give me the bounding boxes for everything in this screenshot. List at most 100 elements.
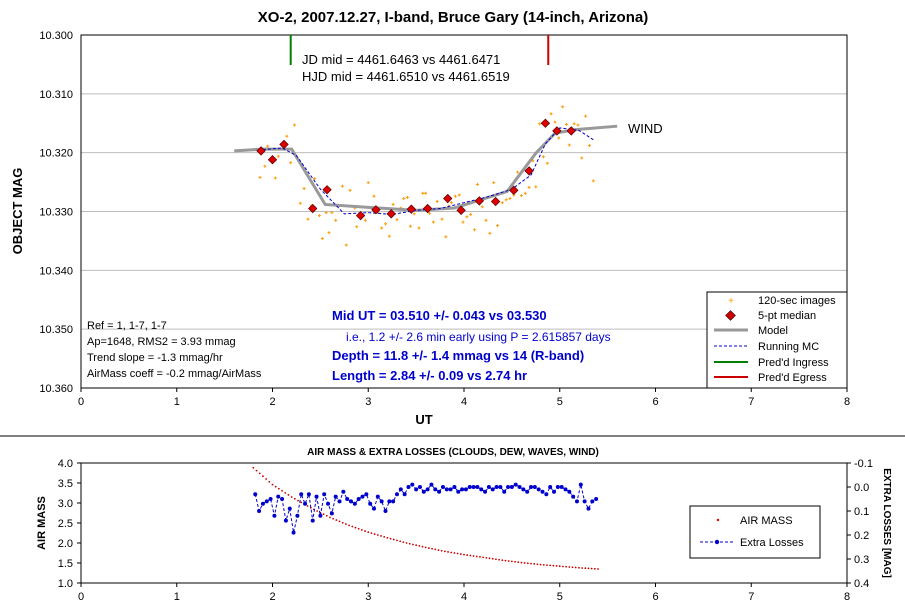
airmass-point [485, 556, 488, 559]
airmass-point [514, 560, 516, 563]
image-point [465, 215, 469, 219]
airmass-point [335, 519, 338, 521]
airmass-point [354, 526, 357, 529]
airmass-point [332, 517, 335, 520]
airmass-point [277, 487, 280, 490]
airmass-point [396, 539, 398, 542]
airmass-point [450, 551, 453, 554]
extra-losses-point [310, 518, 315, 523]
airmass-point [517, 561, 520, 564]
image-point [473, 228, 477, 232]
airmass-point [431, 547, 433, 550]
y-tick-label: 10.330 [39, 207, 73, 219]
airmass-point [412, 543, 414, 546]
image-point [363, 218, 367, 222]
image-point [545, 161, 549, 165]
airmass-point [536, 563, 539, 566]
depth-annotation: Depth = 11.8 +/- 1.4 mmag vs 14 (R-band) [332, 348, 584, 363]
median-point [279, 139, 289, 150]
x-tick-label: 0 [78, 591, 84, 603]
image-point [431, 220, 435, 224]
jd-annotation: JD mid = 4461.6463 vs 4461.6471 [302, 52, 500, 67]
extra-losses-point [517, 485, 522, 489]
image-point [348, 188, 352, 192]
image-point [383, 222, 387, 226]
y-tick-label: 10.320 [39, 148, 73, 160]
y-tick-label: 10.340 [39, 265, 73, 277]
image-point [266, 144, 270, 148]
extra-losses-point [398, 487, 403, 492]
image-point [313, 177, 317, 181]
airmass-point [542, 563, 545, 566]
image-point [516, 170, 520, 174]
image-point [406, 195, 410, 199]
airmass-point [597, 568, 599, 570]
extra-losses-point [371, 506, 376, 511]
y-tick-labels: 10.300 10.310 10.320 10.330 10.340 10.350 10.3… [39, 30, 73, 395]
image-point [453, 194, 457, 198]
extra-losses-point [333, 494, 338, 499]
airmass-point [383, 535, 386, 538]
airmass-point [491, 557, 494, 560]
image-point [366, 181, 370, 185]
y-tick-label: 2.0 [58, 538, 73, 550]
image-point [340, 184, 344, 188]
image-point [576, 123, 580, 127]
airmass-annotation: AirMass coeff = -0.2 mmag/AirMass [87, 368, 262, 380]
airmass-point [501, 559, 504, 562]
y2-tick-label: 0.4 [854, 578, 869, 590]
extra-losses-point [383, 509, 388, 513]
extra-losses-point [268, 497, 273, 501]
extra-losses-point [280, 497, 285, 501]
airmass-point [507, 560, 510, 562]
airmass-point [386, 536, 389, 539]
airmass-point [402, 541, 405, 544]
image-point [541, 155, 545, 159]
airmass-point [287, 494, 290, 496]
extra-losses-point [490, 487, 495, 492]
image-point [391, 202, 395, 206]
airmass-point [408, 542, 411, 545]
airmass-point [510, 560, 513, 563]
extra-losses-point [502, 489, 507, 494]
extra-losses-point [555, 485, 560, 489]
extra-losses-point [548, 485, 553, 489]
x-tick-label: 0 [78, 396, 84, 408]
airmass-point [268, 480, 271, 483]
airmass-point [300, 501, 303, 504]
image-point [412, 212, 416, 216]
extra-losses-point [375, 494, 380, 499]
extra-losses-point [322, 492, 327, 497]
image-point [591, 179, 595, 183]
airmass-point [469, 554, 472, 557]
x-tick-label: 5 [557, 591, 563, 603]
median-point [524, 166, 534, 176]
airmass-point [360, 529, 363, 531]
y2-tick-label: 0.3 [854, 554, 869, 566]
airmass-point [584, 567, 587, 570]
y2-tick-label: 0.0 [854, 482, 869, 494]
wind-annotation: WIND [628, 121, 663, 136]
median-point [422, 203, 433, 214]
airmass-point [405, 542, 408, 544]
extra-losses-point [437, 489, 442, 494]
extra-losses-point [563, 487, 568, 492]
extra-losses-point [574, 499, 579, 504]
image-point [564, 122, 568, 126]
image-point [380, 226, 384, 230]
extra-losses-point [295, 513, 300, 518]
airmass-point [504, 559, 507, 562]
extra-losses-point [425, 487, 430, 492]
extra-losses-point [506, 485, 511, 489]
x-tick-label: 2 [269, 396, 275, 408]
airmass-point [271, 483, 274, 486]
legend-losses-dot-icon [714, 539, 720, 545]
median-point [540, 118, 551, 128]
extra-losses-point [299, 492, 304, 497]
legend-airmass-dot-icon [716, 518, 720, 522]
airmass-point [399, 540, 402, 543]
airmass-point [440, 549, 443, 552]
extra-losses-point [364, 492, 369, 497]
length-annotation: Length = 2.84 +/- 0.09 vs 2.74 hr [332, 368, 527, 383]
